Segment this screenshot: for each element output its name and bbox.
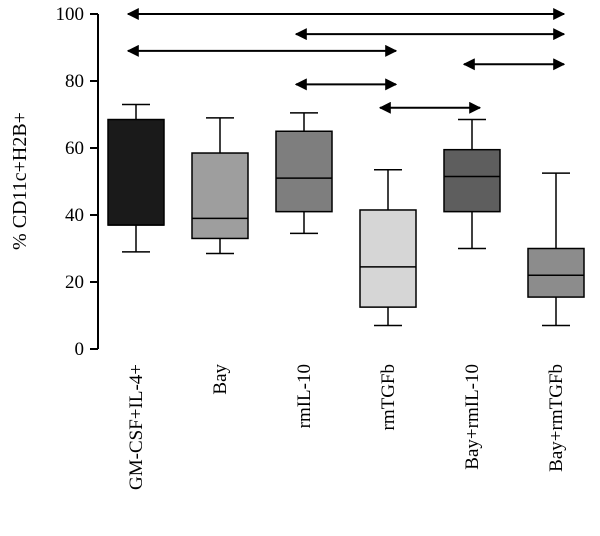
y-tick-label: 40	[65, 205, 84, 226]
box-iqr	[191, 152, 249, 240]
y-ticks: 0 20 40 60 80 100	[56, 4, 98, 360]
box-iqr	[527, 247, 585, 298]
y-axis-title: % CD11c+H2B+	[9, 112, 31, 250]
y-tick-label: 0	[75, 339, 85, 360]
x-tick-label: Bay+rmIL-10	[462, 364, 483, 470]
box-group	[359, 169, 417, 327]
box-group	[107, 103, 165, 253]
box-group	[275, 112, 333, 235]
x-tick-label: rmTGFb	[378, 364, 399, 431]
x-tick-label: rmIL-10	[294, 364, 315, 428]
box-iqr	[359, 209, 417, 308]
y-tick-label: 80	[65, 71, 84, 92]
y-tick-label: 100	[56, 4, 85, 25]
box-iqr	[275, 130, 333, 213]
y-tick-label: 60	[65, 138, 84, 159]
box-iqr	[443, 148, 501, 213]
x-tick-label: Bay+rmTGFb	[546, 364, 567, 472]
x-tick-label: Bay	[210, 364, 231, 395]
y-tick-label: 20	[65, 272, 84, 293]
box-series	[107, 103, 585, 327]
comparison-arrows	[126, 8, 566, 114]
box-group	[191, 117, 249, 255]
box-group	[527, 172, 585, 327]
box-group	[443, 118, 501, 250]
x-tick-labels: GM-CSF+IL-4+ Bay rmIL-10 rmTGFb Bay+rmIL-10 B…	[126, 364, 567, 490]
x-tick-label: GM-CSF+IL-4+	[126, 364, 147, 490]
box-iqr	[107, 118, 165, 226]
